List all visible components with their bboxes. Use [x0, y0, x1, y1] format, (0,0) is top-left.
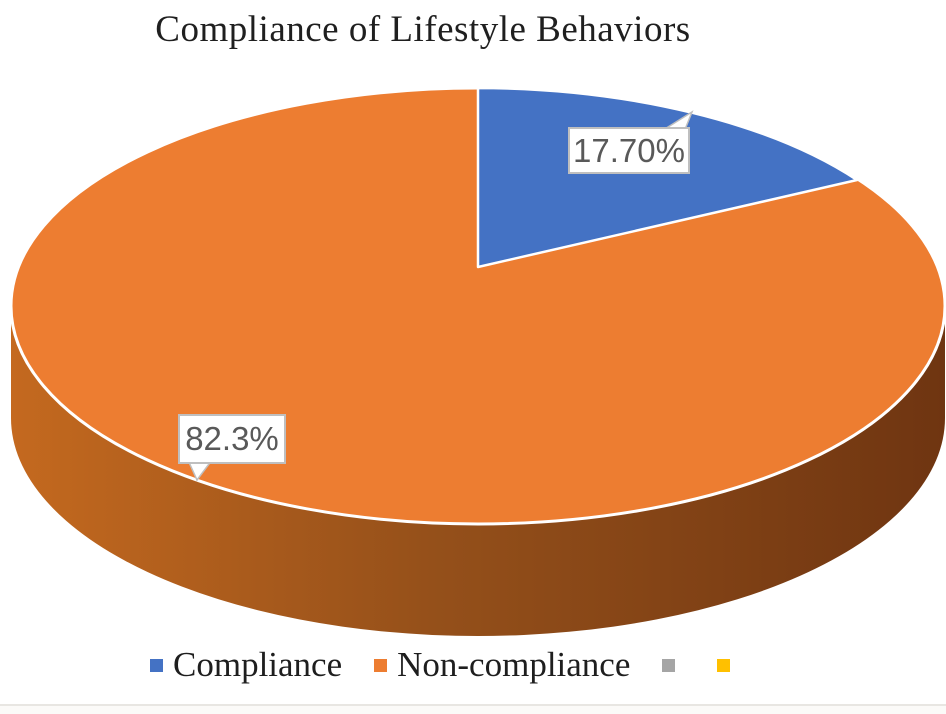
- legend-label-compliance: Compliance: [173, 645, 343, 684]
- legend-item-noncompliance: Non-compliance: [374, 645, 630, 685]
- legend-swatch-series4: [717, 658, 731, 672]
- data-label-compliance: 17.70%: [568, 127, 690, 174]
- legend-label-noncompliance: Non-compliance: [397, 645, 631, 684]
- legend-item-series4: [717, 658, 740, 672]
- pie-side-depth: [11, 306, 945, 636]
- chart-title: Compliance of Lifestyle Behaviors: [155, 9, 691, 50]
- legend-swatch-series3: [662, 658, 676, 672]
- legend-item-series3: [662, 658, 685, 672]
- legend-item-compliance: Compliance: [150, 645, 342, 685]
- legend-swatch-compliance: [150, 658, 163, 672]
- legend-swatch-noncompliance: [374, 658, 388, 672]
- page-bottom-divider: [0, 704, 946, 714]
- legend: Compliance Non-compliance: [150, 645, 740, 685]
- data-label-noncompliance: 82.3%: [178, 414, 286, 464]
